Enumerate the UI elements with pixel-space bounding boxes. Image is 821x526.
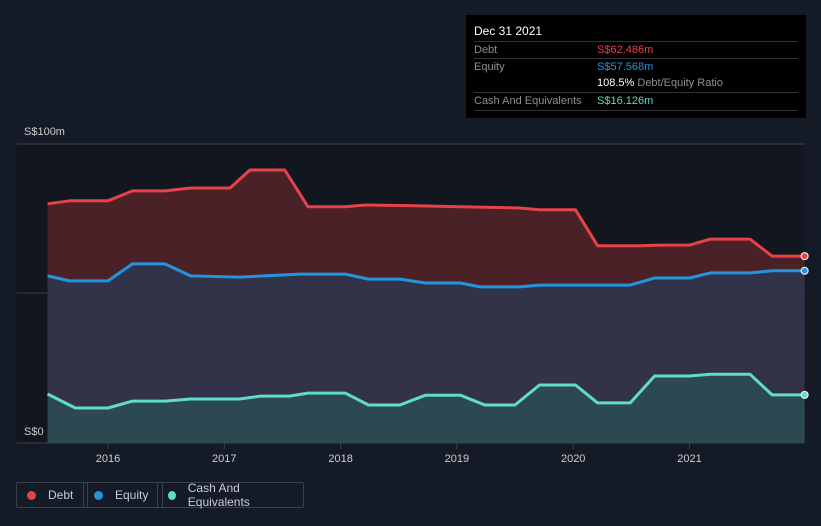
tooltip-date: Dec 31 2021 [474,24,543,38]
x-tick-label: 2021 [677,453,701,465]
y-label-top: S$100m [24,126,65,138]
tooltip-equity-row: Equity S$57.568m [474,58,798,76]
x-tick-label: 2020 [561,453,585,465]
legend-equity-label: Equity [115,488,149,502]
tooltip-cash-label: Cash And Equivalents [474,95,582,107]
legend-equity[interactable]: Equity [83,482,164,508]
debt-line [47,168,805,258]
equity-dot-icon [94,490,103,500]
debt-dot-icon [27,490,36,500]
equity-line [47,262,805,289]
legend-cash[interactable]: Cash And Equivalents [157,481,304,509]
tooltip-ratio-row: 108.5% Debt/Equity Ratio [474,75,798,92]
legend-debt[interactable]: Debt [16,482,89,508]
tooltip-cash-value: S$16.126m [597,95,654,107]
x-tick-label: 2018 [328,453,352,465]
x-tick-label: 2017 [212,453,236,465]
tooltip-debt-value: S$62.486m [597,44,654,56]
tooltip-equity-label: Equity [474,61,505,73]
cash-end-point [800,390,809,399]
equity-end-point [800,266,809,275]
tooltip-equity-value: S$57.568m [597,61,654,73]
x-tick-label: 2016 [96,453,120,465]
tooltip-cash-row: Cash And Equivalents S$16.126m [474,92,798,111]
cash-line [46,372,805,410]
tooltip-debt-label: Debt [474,44,498,56]
tooltip-ratio-value: 108.5% [597,77,635,89]
tooltip-debt-row: Debt S$62.486m [474,41,798,59]
legend-debt-label: Debt [48,488,74,502]
tooltip-ratio: 108.5% Debt/Equity Ratio [597,77,723,89]
tooltip-ratio-label: Debt/Equity Ratio [637,77,723,89]
tooltip: Dec 31 2021 Debt S$62.486m Equity S$57.568… [466,15,806,118]
y-label-bottom: S$0 [24,426,44,438]
cash-dot-icon [168,490,176,500]
debt-end-point [800,252,809,261]
cash-area [47,374,805,443]
x-tick-label: 2019 [445,453,469,465]
legend-cash-label: Cash And Equivalents [187,481,250,509]
